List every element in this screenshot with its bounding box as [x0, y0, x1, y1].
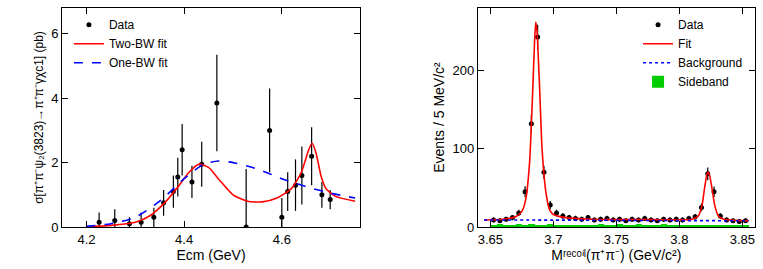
- svg-text:100: 100: [452, 141, 474, 156]
- svg-text:Two-BW fit: Two-BW fit: [109, 37, 168, 51]
- svg-text:Ecm (GeV): Ecm (GeV): [176, 247, 245, 263]
- svg-text:2: 2: [51, 155, 58, 170]
- svg-text:3.8: 3.8: [670, 232, 688, 247]
- svg-text:Events / 5 MeV/c²: Events / 5 MeV/c²: [431, 62, 447, 173]
- svg-text:3.75: 3.75: [604, 232, 629, 247]
- svg-text:4.2: 4.2: [77, 232, 95, 247]
- svg-text:Data: Data: [109, 18, 135, 32]
- svg-text:Data: Data: [678, 18, 704, 32]
- svg-text:One-BW fit: One-BW fit: [109, 56, 168, 70]
- svg-text:0: 0: [467, 220, 474, 235]
- svg-text:4.4: 4.4: [175, 232, 193, 247]
- svg-text:3.85: 3.85: [730, 232, 755, 247]
- svg-text:200: 200: [452, 63, 474, 78]
- svg-text:0: 0: [51, 220, 58, 235]
- svg-text:3.7: 3.7: [544, 232, 562, 247]
- svg-text:6: 6: [51, 26, 58, 41]
- svg-text:σ[π⁺π⁻ψ₂(3823)→π⁺π⁻γχc1] (pb): σ[π⁺π⁻ψ₂(3823)→π⁺π⁻γχc1] (pb): [32, 31, 46, 204]
- svg-text:Sideband: Sideband: [678, 75, 729, 89]
- svg-text:3.65: 3.65: [478, 232, 503, 247]
- svg-text:4: 4: [51, 91, 58, 106]
- svg-text:Fit: Fit: [678, 37, 692, 51]
- svg-text:4.6: 4.6: [273, 232, 291, 247]
- svg-text:Mʳᵉᶜᵒⁱˡ(π⁺π⁻) (GeV/c²): Mʳᵉᶜᵒⁱˡ(π⁺π⁻) (GeV/c²): [551, 247, 681, 263]
- svg-text:Background: Background: [678, 56, 742, 70]
